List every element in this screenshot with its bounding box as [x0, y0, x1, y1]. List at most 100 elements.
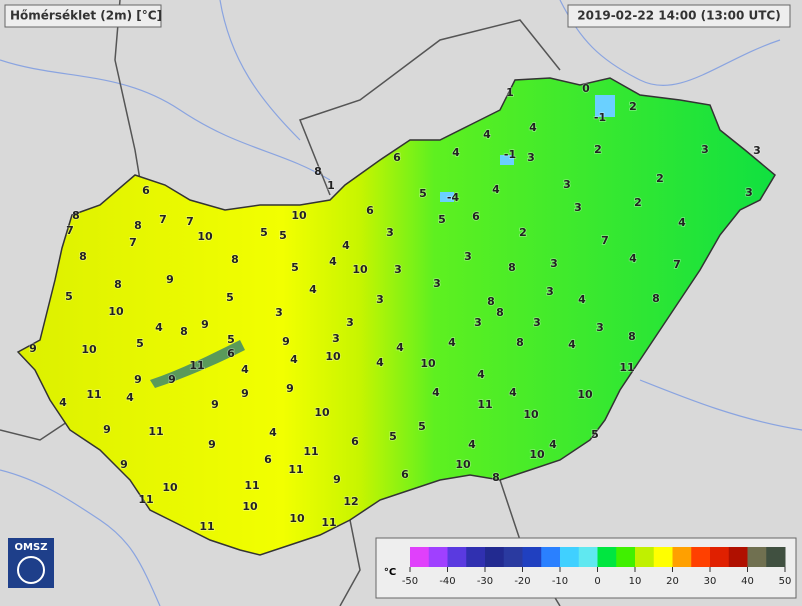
station-value: 8	[72, 209, 80, 222]
station-value: 1	[327, 179, 335, 192]
station-value: 9	[120, 458, 128, 471]
station-value: 3	[753, 144, 761, 157]
station-value: 8	[114, 278, 122, 291]
station-value: 5	[438, 213, 446, 226]
legend-swatch	[672, 547, 692, 567]
legend-tick-label: 30	[704, 576, 717, 587]
legend-swatch	[728, 547, 748, 567]
station-value: 6	[351, 435, 359, 448]
station-value: 5	[136, 337, 144, 350]
station-value: 8	[508, 261, 516, 274]
station-value: 8	[628, 330, 636, 343]
station-value: 10	[242, 500, 258, 513]
legend-swatch	[541, 547, 561, 567]
station-value: 8	[314, 165, 322, 178]
timestamp-box	[567, 4, 791, 28]
station-value: 3	[546, 285, 554, 298]
station-value: 6	[264, 453, 272, 466]
station-value: 4	[448, 336, 456, 349]
station-value: 3	[596, 321, 604, 334]
station-value: 3	[275, 306, 283, 319]
station-value: 10	[291, 209, 307, 222]
borders	[0, 0, 561, 606]
station-value: 3	[550, 257, 558, 270]
station-value: 10	[523, 408, 539, 421]
station-value: -4	[447, 191, 460, 204]
station-value: 7	[129, 236, 137, 249]
station-value: 3	[433, 277, 441, 290]
legend-swatch	[710, 547, 730, 567]
legend-tick-label: -40	[439, 576, 455, 587]
legend: -50 -40 -30 -20 -10 0 10 20 30 40 50	[402, 547, 791, 587]
station-value: 8	[652, 292, 660, 305]
station-value: 4	[492, 183, 500, 196]
station-value: 8	[134, 219, 142, 232]
station-value: 2	[656, 172, 664, 185]
legend-swatch	[410, 547, 430, 567]
station-value: 9	[168, 373, 176, 386]
station-value: 3	[563, 178, 571, 191]
station-value: 11	[303, 445, 318, 458]
timestamp: 2019-02-22 14:00 (13:00 UTC)	[577, 9, 780, 23]
station-value: 4	[477, 368, 485, 381]
station-value: 4	[376, 356, 384, 369]
station-value: 5	[279, 229, 287, 242]
station-value: 3	[701, 143, 709, 156]
station-value: 5	[260, 226, 268, 239]
station-value: 11	[288, 463, 303, 476]
legend-unit: °C	[384, 567, 396, 578]
station-value: 11	[477, 398, 492, 411]
station-value: 4	[468, 438, 476, 451]
station-value: 9	[103, 423, 111, 436]
station-value: 9	[211, 398, 219, 411]
station-value: 8	[180, 325, 188, 338]
station-value: 2	[634, 196, 642, 209]
station-value: 2	[519, 226, 527, 239]
station-value: 6	[472, 210, 480, 223]
station-value: 3	[332, 332, 340, 345]
legend-swatch	[560, 547, 580, 567]
station-value: 9	[208, 438, 216, 451]
legend-swatch	[503, 547, 523, 567]
legend-swatch	[578, 547, 598, 567]
logo: OMSZ	[15, 542, 48, 553]
legend-swatch	[597, 547, 617, 567]
station-value: 11	[244, 479, 259, 492]
station-value: 4	[269, 426, 277, 439]
station-value: 9	[29, 342, 37, 355]
station-value: 4	[578, 293, 586, 306]
station-value: 6	[401, 468, 409, 481]
station-value: 11	[199, 520, 214, 533]
station-value: 6	[142, 184, 150, 197]
station-value: 6	[366, 204, 374, 217]
legend-tick-label: -20	[514, 576, 530, 587]
legend-tick-label: 20	[666, 576, 679, 587]
legend-swatch	[616, 547, 636, 567]
station-value: 4	[432, 386, 440, 399]
station-value: 7	[66, 224, 74, 237]
station-value: 4	[568, 338, 576, 351]
station-value: 4	[396, 341, 404, 354]
legend-swatch	[522, 547, 542, 567]
station-value: 8	[487, 295, 495, 308]
station-value: -1	[504, 148, 516, 161]
legend-tick-label: 40	[741, 576, 754, 587]
station-value: 3	[527, 151, 535, 164]
station-value: 9	[286, 382, 294, 395]
logo-icon	[17, 556, 45, 584]
legend-tick-label: 0	[594, 576, 600, 587]
station-value: 4	[155, 321, 163, 334]
legend-swatch	[485, 547, 505, 567]
station-value: 10	[325, 350, 341, 363]
station-value: 2	[629, 100, 637, 113]
station-value: 8	[79, 250, 87, 263]
legend-swatch	[691, 547, 711, 567]
station-value: 2	[594, 143, 602, 156]
station-value: 3	[745, 186, 753, 199]
station-value: 10	[289, 512, 305, 525]
station-value: 8	[516, 336, 524, 349]
